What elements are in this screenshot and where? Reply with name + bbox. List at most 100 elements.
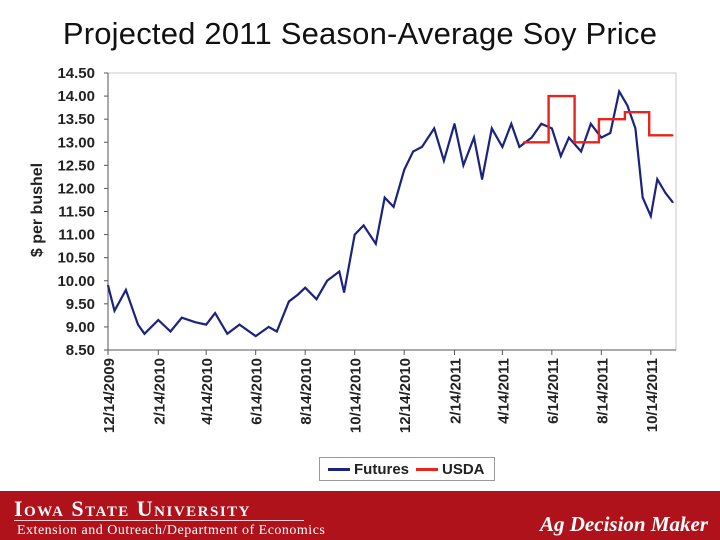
- x-tick-label: 2/14/2010: [151, 358, 168, 425]
- data-point-futures: [375, 243, 377, 245]
- x-tick-label: 6/14/2011: [545, 358, 562, 424]
- y-tick-label: 10.50: [57, 250, 95, 267]
- data-point-futures: [609, 132, 612, 134]
- y-tick-label: 14.50: [57, 65, 95, 82]
- data-point-usda: [624, 111, 626, 113]
- data-point-futures: [304, 286, 307, 289]
- product-logo-text: Ag Decision Maker: [540, 512, 708, 536]
- data-point-futures: [383, 196, 386, 199]
- y-tick-label: 10.00: [57, 273, 95, 290]
- data-point-futures: [412, 150, 414, 153]
- x-tick-label: 4/14/2010: [199, 358, 216, 425]
- x-tick-label: 10/14/2011: [644, 358, 661, 432]
- y-tick-label: 12.50: [57, 157, 95, 174]
- data-point-futures: [343, 291, 345, 294]
- data-point-futures: [650, 215, 652, 217]
- data-point-futures: [143, 333, 146, 335]
- data-point-futures: [254, 335, 257, 337]
- data-point-usda: [598, 141, 600, 144]
- data-point-futures: [530, 136, 533, 139]
- data-point-usda: [672, 134, 674, 137]
- data-point-futures: [214, 312, 216, 314]
- data-point-futures: [169, 330, 172, 333]
- data-point-futures: [403, 169, 406, 171]
- y-tick-label: 12.00: [57, 180, 95, 197]
- data-point-futures: [297, 293, 299, 296]
- data-point-futures: [634, 127, 637, 130]
- chart: 14.50 14.00 13.50 13.00 12.50 12.00 11.50 11.00…: [29, 65, 677, 433]
- data-point-futures: [421, 146, 423, 148]
- y-tick-label: 11.00: [58, 227, 95, 244]
- data-point-futures: [656, 178, 659, 180]
- x-tick-label: 8/14/2011: [594, 358, 611, 424]
- data-point-futures: [540, 123, 543, 125]
- data-point-futures: [443, 159, 445, 162]
- data-point-futures: [353, 233, 356, 236]
- data-point-usda: [573, 141, 576, 144]
- data-point-futures: [600, 136, 603, 139]
- legend-entry-futures: Futures: [328, 461, 409, 478]
- data-point-futures: [326, 280, 328, 282]
- data-point-usda: [598, 118, 600, 120]
- data-point-futures: [137, 323, 139, 326]
- data-point-futures: [551, 127, 553, 130]
- series-line-futures: [106, 88, 674, 338]
- x-tick-label: 2/14/2011: [447, 358, 464, 424]
- data-point-futures: [453, 123, 456, 125]
- data-point-usda: [624, 118, 626, 120]
- legend-entry-usda: USDA: [416, 461, 485, 478]
- y-tick-label: 13.00: [57, 134, 95, 151]
- x-tick-label: 12/14/2010: [397, 358, 414, 433]
- data-point-futures: [618, 90, 620, 93]
- x-tick-label: 6/14/2010: [249, 358, 266, 425]
- plot-area: [107, 72, 677, 351]
- footer-divider: [14, 520, 304, 521]
- data-point-futures: [205, 323, 207, 326]
- y-tick-label: 13.50: [57, 111, 95, 128]
- department-label: Extension and Outreach/Department of Eco…: [17, 523, 326, 538]
- data-point-futures: [501, 146, 504, 148]
- y-tick-label: 11.50: [58, 204, 95, 221]
- data-point-futures: [590, 123, 592, 125]
- data-point-futures: [510, 123, 513, 125]
- data-point-futures: [664, 192, 667, 194]
- data-point-futures: [580, 150, 582, 153]
- data-point-futures: [181, 316, 183, 319]
- footer-bar: Iowa State University Extension and Outr…: [0, 491, 720, 540]
- data-point-usda: [547, 141, 550, 144]
- x-tick-label: 12/14/2009: [101, 358, 118, 433]
- y-tick-label: 9.50: [66, 296, 95, 313]
- series-line-usda: [523, 94, 673, 144]
- data-point-futures: [481, 178, 483, 180]
- data-point-futures: [518, 146, 521, 148]
- y-axis-label: $ per bushel: [29, 163, 46, 257]
- university-wordmark: Iowa State University: [14, 496, 251, 521]
- data-point-futures: [157, 319, 160, 321]
- data-point-futures: [568, 136, 570, 139]
- y-tick-label: 8.50: [66, 342, 95, 359]
- data-point-futures: [672, 201, 674, 204]
- data-point-futures: [267, 326, 270, 328]
- data-point-futures: [462, 164, 465, 167]
- data-point-futures: [473, 136, 475, 139]
- data-point-futures: [362, 224, 365, 227]
- data-point-futures: [433, 127, 436, 130]
- legend-swatch-usda: [416, 468, 438, 471]
- data-point-usda: [648, 134, 650, 137]
- legend: Futures USDA: [319, 457, 495, 481]
- chart-title: Projected 2011 Season-Average Soy Price: [62, 16, 658, 51]
- data-point-futures: [338, 270, 341, 273]
- data-point-usda: [573, 95, 576, 97]
- data-point-futures: [125, 289, 127, 291]
- y-tick-label: 14.00: [57, 88, 95, 105]
- data-point-futures: [641, 196, 644, 199]
- data-point-futures: [194, 321, 197, 324]
- x-tick-label: 4/14/2011: [495, 358, 512, 424]
- data-point-futures: [491, 127, 493, 130]
- data-point-futures: [113, 310, 116, 312]
- y-tick-label: 9.00: [66, 319, 95, 336]
- x-tick-label: 8/14/2010: [298, 358, 315, 425]
- x-tick-label: 10/14/2010: [348, 358, 365, 433]
- data-point-futures: [392, 206, 395, 208]
- data-point-futures: [238, 323, 241, 326]
